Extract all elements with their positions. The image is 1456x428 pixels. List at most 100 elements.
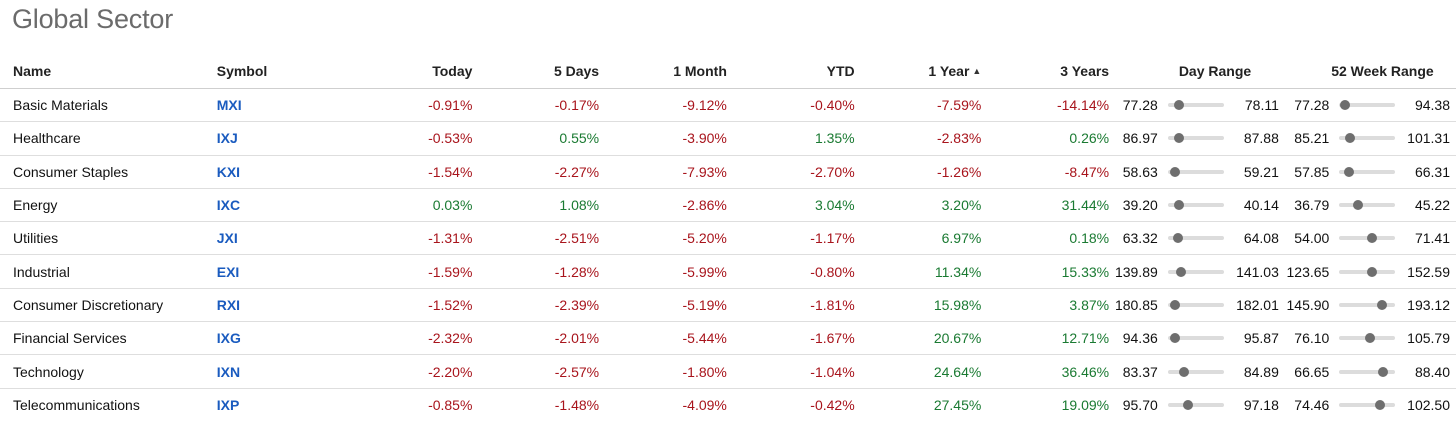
week52-bar [1339,366,1396,377]
table-row[interactable]: Industrial EXI -1.59% -1.28% -5.99% -0.80% 11.… [0,254,1456,289]
change-1-month: -3.90% [599,121,727,156]
week52-bar [1339,266,1396,277]
day-high: 182.01 [1236,296,1279,313]
change-3-years: 12.71% [981,321,1110,356]
change-3-years: 19.09% [1061,396,1110,413]
table-row[interactable]: Consumer Staples KXI -1.54% -2.27% -7.93% -2.… [0,155,1456,189]
column-header-day-range[interactable]: Day Range [1109,54,1281,89]
week52-bar [1339,100,1396,111]
column-header-name[interactable]: Name [0,54,215,89]
column-header-52-week-range[interactable]: 52 Week Range [1280,54,1456,89]
week52-marker [1367,266,1378,277]
table-row[interactable]: Financial Services IXG -2.32% -2.01% -5.44% -… [0,321,1456,356]
day-marker [1182,399,1193,410]
table-row[interactable]: Consumer Discretionary RXI -1.52% -2.39% -5.… [0,288,1456,323]
day-bar [1167,266,1224,277]
change-1-month: -1.80% [599,354,727,389]
change-5-days: -1.48% [554,396,600,413]
change-ytd: -0.80% [726,254,855,289]
table-row[interactable]: Basic Materials MXI -0.91% -0.17% -9.12% -0.4… [0,88,1456,123]
sector-name: Basic Materials [0,88,215,123]
change-3-years: 31.44% [981,188,1110,223]
day-high: 40.14 [1243,197,1279,214]
symbol-link[interactable]: IXP [216,396,240,413]
week52-marker [1340,100,1351,111]
table-row[interactable]: Technology IXN -2.20% -2.57% -1.80% -1.04% 24.… [0,354,1456,389]
day-cell: 39.20 40.14 [1109,188,1281,223]
week52-marker [1365,333,1376,344]
column-header-1-year[interactable]: 1 Year ▲ [854,54,982,89]
week52-marker [1377,366,1388,377]
change-today: -1.54% [343,155,473,189]
change-today: 0.03% [343,188,473,223]
sector-name: Energy [0,188,215,223]
symbol-link[interactable]: MXI [214,88,344,123]
column-header-today[interactable]: Today [343,54,473,89]
day-cell: 95.70 97.18 [1109,388,1281,421]
day-range: 77.28 78.11 [1109,97,1281,113]
symbol-link[interactable]: RXI [214,288,344,323]
change-5-days: -0.17% [472,88,600,123]
change-1-year: 15.98% [854,288,982,323]
change-1-month: -7.93% [599,155,727,189]
week52-high: 102.50 [1407,396,1450,413]
day-high: 64.08 [1243,230,1279,247]
week52-high: 101.31 [1407,130,1450,147]
symbol-link[interactable]: KXI [214,155,344,189]
day-low: 83.37 [1122,363,1158,380]
change-1-year: -1.26% [854,155,982,189]
week52-high: 88.40 [1414,363,1450,380]
change-1-year: 11.34% [854,254,982,289]
week52-high: 71.41 [1414,230,1450,247]
change-ytd: -0.42% [810,396,855,413]
day-marker [1175,266,1186,277]
week52-cell: 57.85 66.31 [1280,155,1456,189]
day-marker [1173,100,1184,111]
day-low: 58.63 [1122,163,1158,180]
symbol-link[interactable]: IXG [214,321,344,356]
change-ytd: -1.17% [726,221,855,256]
table-row[interactable]: Telecommunications IXP -0.85% -1.48% -4.09% -… [0,388,1456,421]
change-today: -1.52% [343,288,473,323]
symbol-link[interactable]: IXN [214,354,344,389]
change-today: -1.59% [343,254,473,289]
day-low: 86.97 [1122,130,1158,147]
week52-low: 57.85 [1294,163,1330,180]
day-cell: 86.97 87.88 [1109,121,1281,156]
column-header-3-years[interactable]: 3 Years [981,54,1110,89]
change-1-month: -5.44% [599,321,727,356]
week52-low: 54.00 [1294,230,1330,247]
week52-range: 85.21 101.31 [1281,130,1456,146]
change-5-days: -2.39% [472,288,600,323]
day-range: 139.89 141.03 [1109,264,1281,280]
column-header-ytd[interactable]: YTD [726,54,855,89]
week52-range: 123.65 152.59 [1281,264,1456,280]
week52-bar [1339,200,1396,211]
day-bar [1167,399,1224,410]
symbol-link[interactable]: IXJ [214,121,344,156]
symbol-link[interactable]: IXC [214,188,344,223]
change-1-month: -5.20% [599,221,727,256]
week52-cell: 54.00 71.41 [1280,221,1456,256]
symbol-link[interactable]: EXI [214,254,344,289]
table-row[interactable]: Energy IXC 0.03% 1.08% -2.86% 3.04% 3.20% 31.44… [0,188,1456,223]
week52-cell: 36.79 45.22 [1280,188,1456,223]
week52-high: 94.38 [1414,97,1450,114]
table-row[interactable]: Utilities JXI -1.31% -2.51% -5.20% -1.17% 6.97… [0,221,1456,256]
week52-bar [1339,233,1396,244]
sector-name: Consumer Staples [0,155,215,189]
column-header-5-days[interactable]: 5 Days [472,54,600,89]
change-1-month: -9.12% [599,88,727,123]
symbol-link[interactable]: JXI [214,221,344,256]
column-header-symbol[interactable]: Symbol [214,54,344,89]
day-cell: 83.37 84.89 [1109,354,1281,389]
day-bar [1167,333,1224,344]
day-bar [1167,100,1224,111]
change-today: -1.31% [343,221,473,256]
week52-marker [1352,200,1363,211]
week52-marker [1345,133,1356,144]
table-row[interactable]: Healthcare IXJ -0.53% 0.55% -3.90% 1.35% -2.83… [0,121,1456,156]
week52-low: 74.46 [1294,396,1330,413]
week52-low: 85.21 [1294,130,1330,147]
column-header-1-month[interactable]: 1 Month [599,54,727,89]
